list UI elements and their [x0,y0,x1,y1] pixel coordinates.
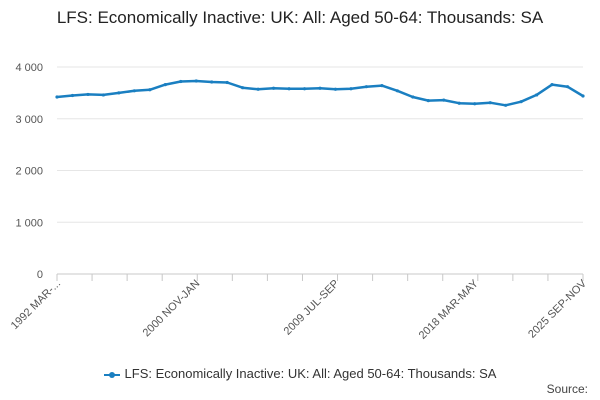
legend[interactable]: LFS: Economically Inactive: UK: All: Age… [0,366,600,381]
data-point[interactable] [333,87,338,91]
data-point[interactable] [380,84,384,88]
data-point[interactable] [473,102,477,106]
data-point[interactable] [395,89,399,93]
x-tick-label: 2000 NOV-JAN [141,278,203,340]
data-point[interactable] [117,91,121,95]
data-point[interactable] [426,99,430,103]
series-line[interactable] [56,79,584,107]
data-point[interactable] [163,82,167,87]
x-tick-label: 2018 MAR-MAY [417,277,482,342]
data-point[interactable] [565,85,570,89]
gridlines [57,66,583,223]
axes [56,273,584,281]
data-point[interactable] [318,86,322,90]
data-point[interactable] [302,87,307,91]
x-tick-label: 1992 MAR-... [9,278,63,332]
data-point[interactable] [194,79,198,83]
y-tick-label: 1 000 [15,217,43,229]
y-tick-label: 2 000 [15,166,43,178]
data-point[interactable] [101,93,106,97]
data-point[interactable] [256,87,260,91]
x-tick-label: 2009 JUL-SEP [282,278,342,338]
data-point[interactable] [271,86,276,90]
data-point[interactable] [534,93,539,97]
data-point[interactable] [457,101,461,105]
data-point[interactable] [225,80,229,85]
data-point[interactable] [55,95,59,99]
data-point[interactable] [179,79,183,84]
x-tick-label: 2025 SEP-NOV [526,277,589,340]
data-point[interactable] [241,86,245,90]
source-label: Source: [546,382,588,396]
data-point[interactable] [442,98,446,102]
data-point[interactable] [488,101,492,105]
chart-title: LFS: Economically Inactive: UK: All: Age… [56,8,544,27]
data-point[interactable] [86,92,90,97]
legend-label: LFS: Economically Inactive: UK: All: Age… [124,366,497,381]
y-tick-label: 3 000 [15,114,43,126]
data-point[interactable] [364,85,369,89]
y-tick-label: 0 [37,269,43,281]
data-point[interactable] [411,95,415,99]
data-point[interactable] [349,87,353,91]
data-point[interactable] [148,88,152,92]
series-layer [55,79,585,107]
data-point[interactable] [550,82,554,87]
data-point[interactable] [132,89,136,93]
data-point[interactable] [581,94,585,98]
data-point[interactable] [287,87,291,91]
data-point[interactable] [70,93,75,98]
data-point[interactable] [504,103,508,107]
data-point[interactable] [210,80,214,84]
y-tick-label: 4 000 [15,62,43,74]
legend-swatch [103,370,120,380]
data-point[interactable] [519,100,523,104]
